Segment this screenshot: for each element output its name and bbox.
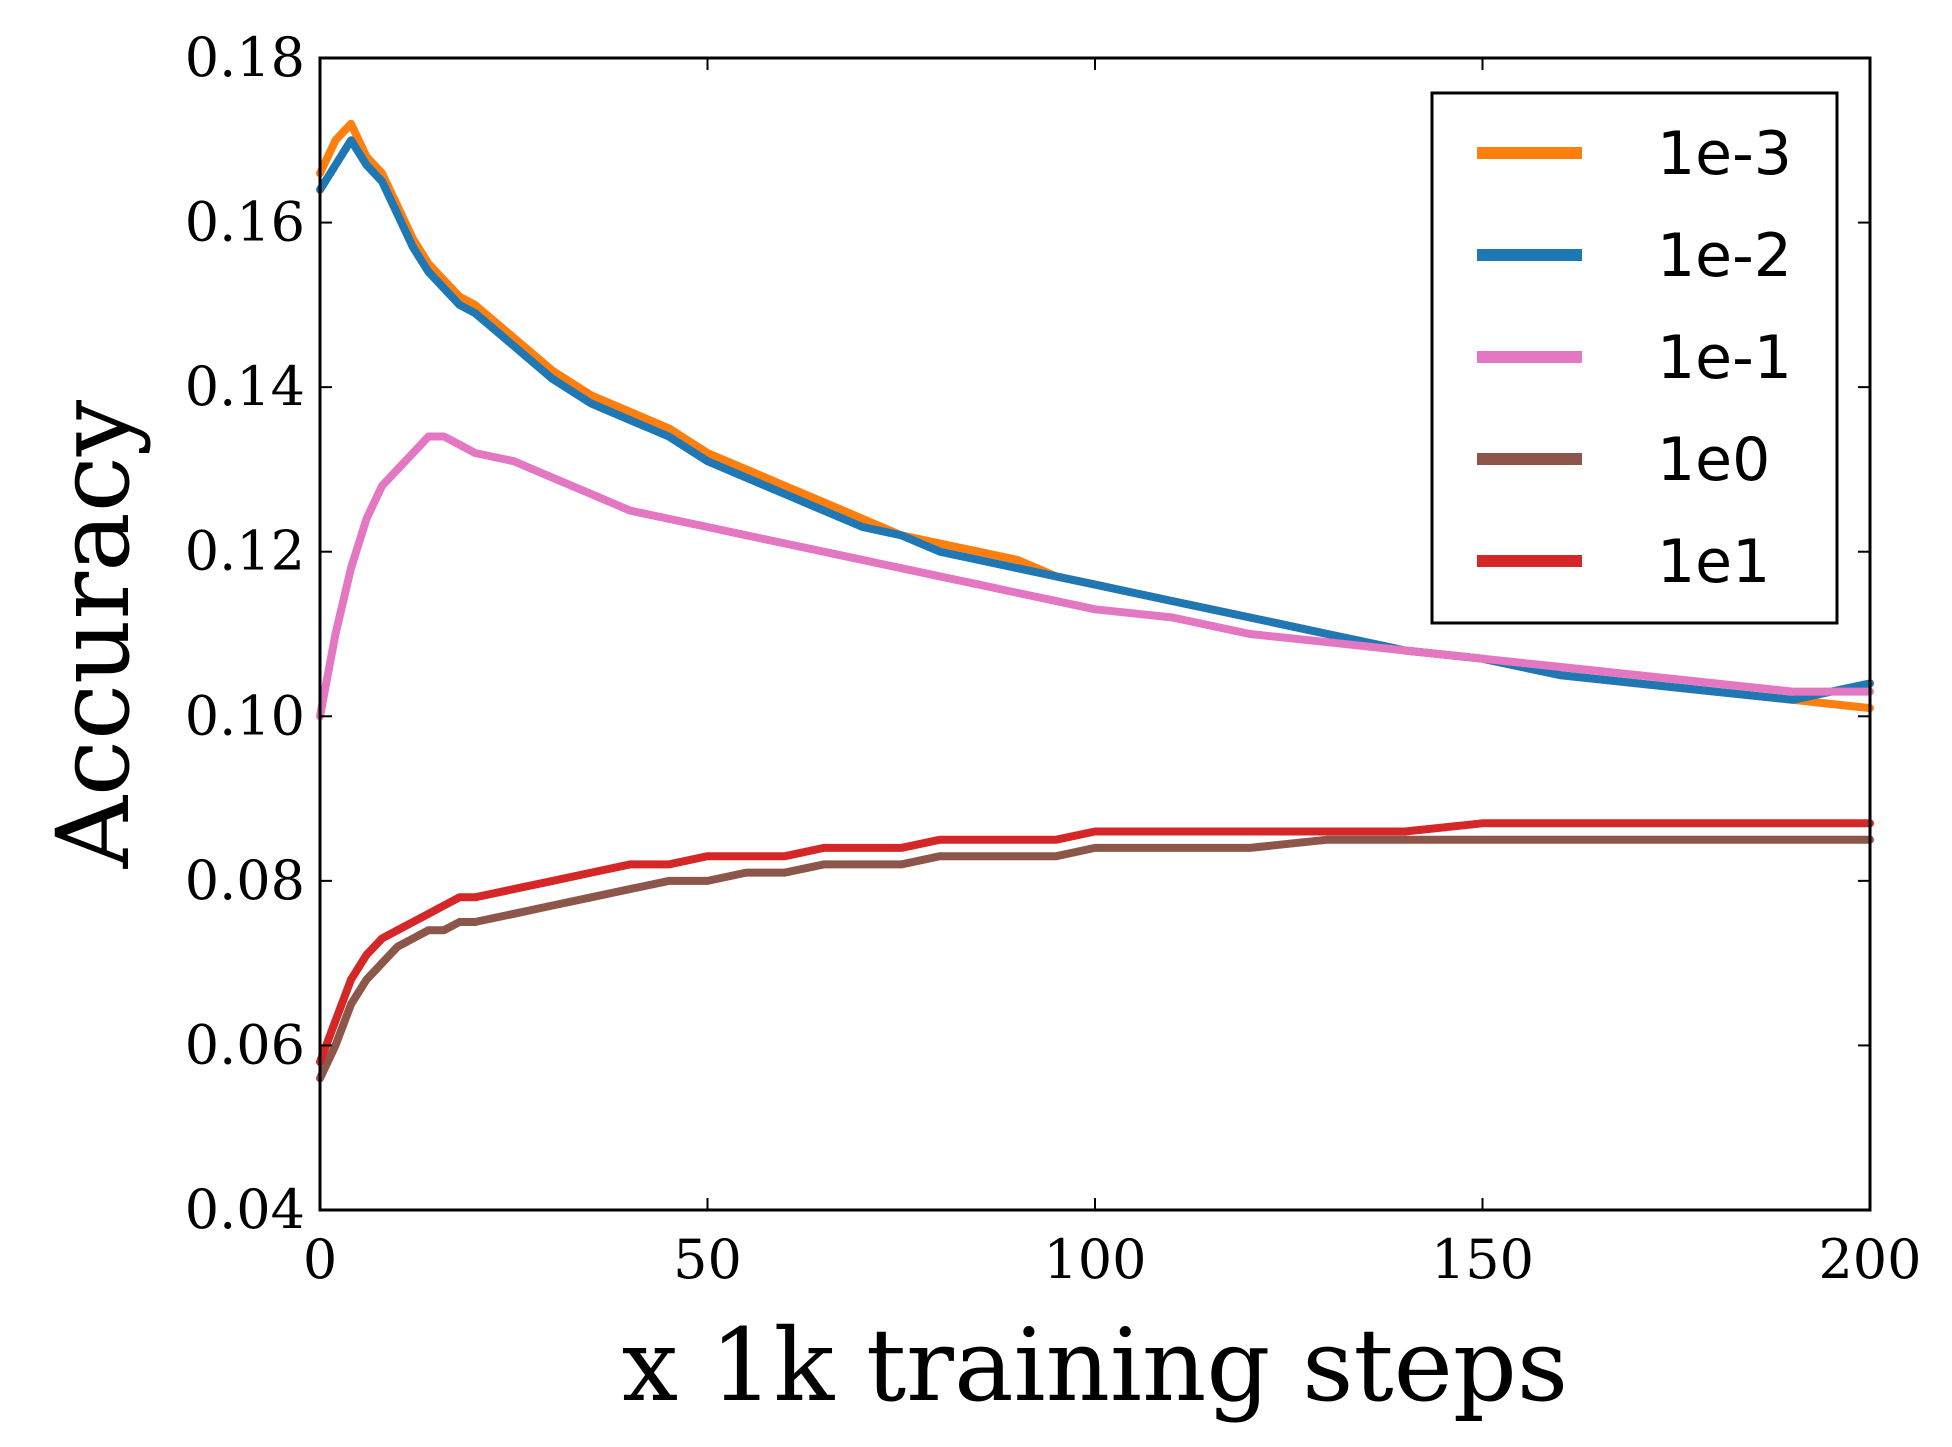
y-tick-label: 0.08 bbox=[185, 849, 305, 912]
legend-label: 1e0 bbox=[1657, 425, 1770, 495]
legend-label: 1e-1 bbox=[1657, 323, 1792, 393]
legend-label: 1e-2 bbox=[1657, 221, 1792, 291]
y-tick-label: 0.16 bbox=[185, 191, 305, 254]
tick-layer: 0 50 100 150 200 0.04 0.06 0.08 0.10 0.12 0.14 0.16… bbox=[185, 26, 1922, 1291]
y-tick-label: 0.12 bbox=[185, 520, 305, 583]
x-axis-title: x 1k training steps bbox=[622, 1307, 1568, 1424]
y-tick-label: 0.06 bbox=[185, 1013, 305, 1076]
y-tick-label: 0.14 bbox=[185, 355, 305, 418]
legend: 1e-3 1e-2 1e-1 1e0 1e1 bbox=[1430, 91, 1839, 625]
y-tick-label: 0.04 bbox=[185, 1178, 305, 1241]
legend-label: 1e1 bbox=[1657, 527, 1770, 597]
series-layer bbox=[316, 119, 1874, 1083]
series-line-3 bbox=[316, 835, 1874, 1083]
x-tick-label: 200 bbox=[1818, 1228, 1921, 1291]
series-line-2 bbox=[316, 432, 1874, 721]
y-axis-title: Accuracy bbox=[35, 399, 152, 869]
y-tick-label: 0.10 bbox=[185, 684, 305, 747]
x-tick-label: 50 bbox=[673, 1228, 742, 1291]
x-tick-label: 100 bbox=[1043, 1228, 1146, 1291]
series-line-4 bbox=[316, 819, 1874, 1066]
x-tick-label: 0 bbox=[303, 1228, 337, 1291]
x-tick-label: 150 bbox=[1431, 1228, 1534, 1291]
legend-label: 1e-3 bbox=[1657, 119, 1792, 189]
y-tick-label: 0.18 bbox=[185, 26, 305, 89]
